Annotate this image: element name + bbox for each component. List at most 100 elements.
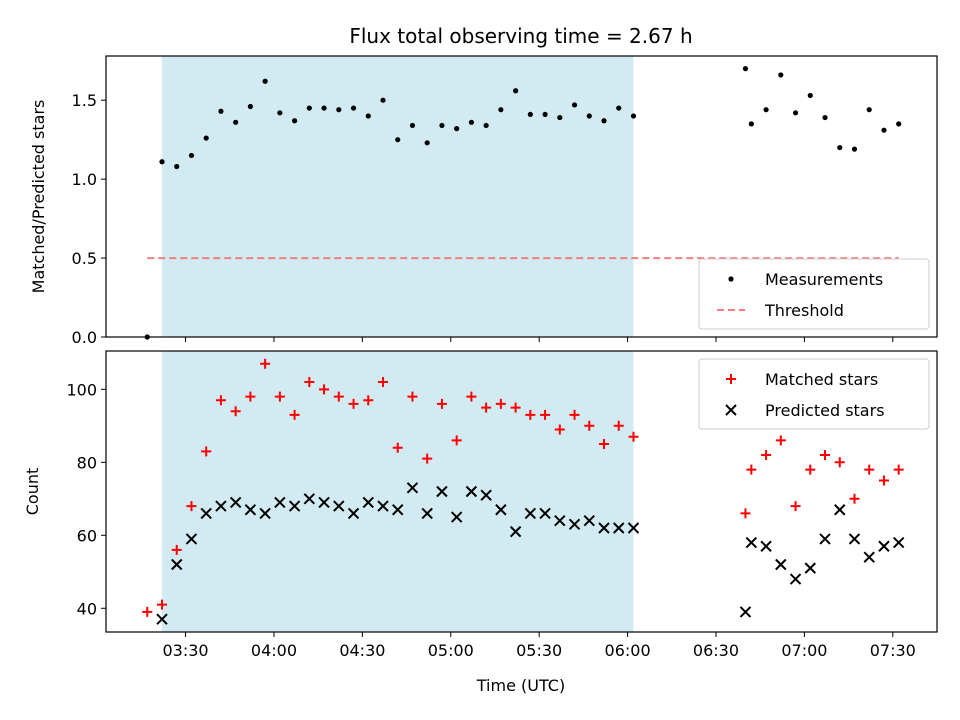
- data-point: [333, 500, 345, 512]
- shaded-observing-window: [161, 351, 634, 632]
- data-point: [201, 446, 212, 457]
- data-point: [348, 398, 359, 409]
- data-point: [542, 111, 548, 118]
- data-point: [159, 159, 165, 165]
- x-tick-label: 07:00: [781, 641, 827, 660]
- data-point: [186, 501, 197, 512]
- y-tick-label: 80: [77, 453, 97, 472]
- data-point: [881, 127, 887, 133]
- axes-frame: [105, 350, 938, 633]
- data-point: [601, 118, 607, 124]
- axes-frame: [105, 55, 938, 338]
- legend-label: Predicted stars: [765, 401, 885, 420]
- data-point: [260, 358, 271, 369]
- data-point: [878, 540, 890, 552]
- x-axis-label: Time (UTC): [476, 676, 565, 695]
- data-point: [586, 113, 592, 119]
- data-point: [215, 395, 226, 406]
- data-point: [380, 97, 386, 103]
- legend-marker: [725, 404, 737, 416]
- data-point: [820, 450, 831, 461]
- data-point: [878, 475, 889, 486]
- data-point: [761, 450, 772, 461]
- data-point: [288, 500, 301, 512]
- x-tick-label: 06:00: [605, 641, 651, 660]
- data-point: [775, 558, 787, 571]
- legend-label: Matched stars: [765, 370, 878, 389]
- y-tick-label: 0.5: [72, 249, 97, 268]
- data-point: [616, 105, 622, 111]
- data-point: [540, 409, 551, 420]
- x-tick-label: 04:00: [251, 641, 297, 660]
- data-point: [739, 606, 752, 618]
- data-point: [848, 533, 861, 545]
- x-tick-label: 04:30: [339, 641, 385, 660]
- data-point: [451, 435, 462, 446]
- data-point: [218, 108, 224, 114]
- data-point: [746, 464, 757, 475]
- data-point: [233, 119, 239, 125]
- legend-label: Threshold: [764, 301, 844, 320]
- y-tick-label: 100: [66, 380, 97, 399]
- data-point: [185, 533, 198, 545]
- series-measurements: [144, 66, 902, 340]
- data-point: [819, 533, 831, 545]
- y-tick-label: 40: [77, 599, 97, 618]
- data-point: [407, 391, 418, 402]
- legend: Matched stars Predicted stars: [698, 358, 930, 430]
- data-point: [792, 110, 799, 116]
- data-point: [362, 496, 374, 509]
- data-point: [454, 126, 460, 132]
- data-point: [480, 489, 492, 501]
- data-point: [740, 508, 751, 519]
- data-point: [274, 496, 286, 509]
- data-point: [863, 551, 875, 563]
- data-point: [571, 102, 578, 108]
- data-point: [509, 525, 522, 538]
- data-point: [436, 485, 448, 498]
- y-tick-label: 60: [77, 526, 97, 545]
- data-point: [215, 500, 227, 512]
- data-point: [775, 435, 786, 446]
- data-point: [513, 88, 519, 94]
- data-point: [336, 107, 342, 113]
- data-point: [866, 107, 872, 113]
- data-point: [392, 504, 404, 516]
- data-point: [554, 514, 566, 527]
- data-point: [807, 92, 813, 99]
- y-tick-label: 1.0: [72, 170, 97, 189]
- data-point: [377, 500, 389, 512]
- data-point: [822, 114, 828, 121]
- data-point: [466, 391, 477, 402]
- x-tick-label: 05:30: [516, 641, 562, 660]
- top-panel: 0.0 0.5 1.0 1.5 Matched/Predicted stars Measu…: [29, 55, 938, 347]
- y-axis-label: Count: [23, 468, 42, 516]
- y-tick-label: 0.0: [72, 328, 97, 347]
- data-point: [789, 573, 802, 585]
- data-point: [804, 562, 816, 574]
- data-point: [613, 522, 625, 534]
- data-point: [439, 122, 445, 129]
- data-point: [834, 457, 845, 468]
- data-point: [834, 504, 846, 516]
- data-point: [277, 110, 283, 116]
- data-point: [778, 72, 784, 78]
- data-point: [156, 613, 168, 625]
- data-point: [745, 536, 758, 549]
- data-point: [436, 398, 447, 409]
- legend-box: [698, 258, 930, 330]
- data-point: [171, 558, 183, 571]
- data-point: [303, 493, 316, 505]
- data-point: [742, 66, 749, 72]
- shaded-observing-window: [161, 56, 634, 337]
- data-point: [319, 384, 330, 395]
- x-tick-label: 03:30: [163, 641, 209, 660]
- data-point: [805, 464, 816, 475]
- data-point: [306, 105, 312, 111]
- legend-marker: [728, 276, 734, 282]
- data-point: [598, 522, 610, 534]
- data-point: [851, 146, 858, 152]
- data-point: [321, 105, 327, 111]
- data-point: [569, 409, 580, 420]
